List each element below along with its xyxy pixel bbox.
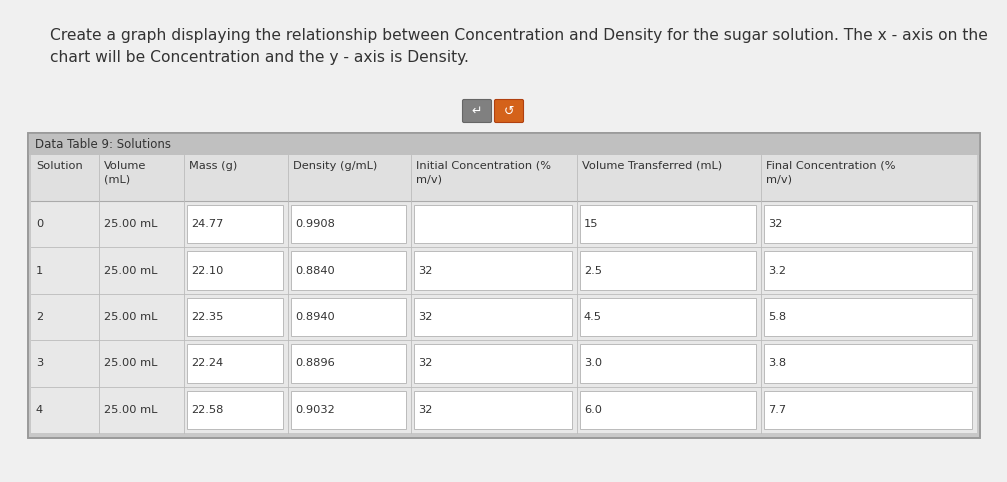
Bar bbox=[31, 294, 977, 340]
Bar bbox=[31, 201, 977, 247]
Text: 0.9908: 0.9908 bbox=[295, 219, 335, 229]
Text: Create a graph displaying the relationship between Concentration and Density for: Create a graph displaying the relationsh… bbox=[50, 28, 988, 43]
Text: 1: 1 bbox=[36, 266, 43, 276]
Text: ↺: ↺ bbox=[504, 105, 515, 118]
Text: 3.2: 3.2 bbox=[768, 266, 786, 276]
Bar bbox=[414, 298, 572, 336]
Text: 3.8: 3.8 bbox=[768, 359, 786, 368]
Text: Mass (g): Mass (g) bbox=[189, 161, 238, 171]
FancyBboxPatch shape bbox=[462, 99, 491, 122]
Text: Volume
(mL): Volume (mL) bbox=[104, 161, 146, 184]
Bar bbox=[31, 155, 977, 201]
Text: 25.00 mL: 25.00 mL bbox=[104, 219, 157, 229]
Text: 25.00 mL: 25.00 mL bbox=[104, 405, 157, 415]
Bar bbox=[31, 155, 977, 433]
Bar bbox=[28, 133, 980, 155]
Bar bbox=[764, 344, 972, 383]
Text: Data Table 9: Solutions: Data Table 9: Solutions bbox=[35, 137, 171, 150]
Bar bbox=[764, 252, 972, 290]
Text: 7.7: 7.7 bbox=[768, 405, 786, 415]
Text: Volume Transferred (mL): Volume Transferred (mL) bbox=[582, 161, 722, 171]
Bar bbox=[28, 133, 980, 438]
Bar bbox=[580, 390, 756, 429]
Bar bbox=[580, 344, 756, 383]
Text: 32: 32 bbox=[418, 405, 433, 415]
Text: 0: 0 bbox=[36, 219, 43, 229]
Bar bbox=[580, 205, 756, 243]
Text: 3.0: 3.0 bbox=[584, 359, 602, 368]
Text: 32: 32 bbox=[418, 266, 433, 276]
Bar bbox=[31, 247, 977, 294]
Bar bbox=[580, 252, 756, 290]
Bar bbox=[414, 344, 572, 383]
Text: 0.8840: 0.8840 bbox=[295, 266, 335, 276]
Text: Density (g/mL): Density (g/mL) bbox=[293, 161, 378, 171]
Text: Solution: Solution bbox=[36, 161, 83, 171]
Bar bbox=[187, 205, 283, 243]
Text: 24.77: 24.77 bbox=[191, 219, 224, 229]
Text: ↵: ↵ bbox=[471, 105, 482, 118]
Text: 2.5: 2.5 bbox=[584, 266, 602, 276]
Bar bbox=[291, 252, 406, 290]
Bar bbox=[31, 387, 977, 433]
Bar bbox=[764, 298, 972, 336]
Text: Initial Concentration (%
m/v): Initial Concentration (% m/v) bbox=[416, 161, 551, 184]
Text: chart will be Concentration and the y - axis is Density.: chart will be Concentration and the y - … bbox=[50, 50, 469, 65]
Bar bbox=[414, 252, 572, 290]
Bar bbox=[31, 340, 977, 387]
Bar bbox=[414, 205, 572, 243]
Text: 22.35: 22.35 bbox=[191, 312, 224, 322]
Text: 15: 15 bbox=[584, 219, 598, 229]
Text: 22.10: 22.10 bbox=[191, 266, 224, 276]
Bar bbox=[291, 205, 406, 243]
Text: 0.9032: 0.9032 bbox=[295, 405, 335, 415]
Bar bbox=[187, 252, 283, 290]
Text: 25.00 mL: 25.00 mL bbox=[104, 312, 157, 322]
Bar bbox=[414, 390, 572, 429]
Text: 6.0: 6.0 bbox=[584, 405, 602, 415]
Text: 22.58: 22.58 bbox=[191, 405, 224, 415]
Text: 2: 2 bbox=[36, 312, 43, 322]
Text: 4.5: 4.5 bbox=[584, 312, 602, 322]
Text: 32: 32 bbox=[418, 359, 433, 368]
Text: 3: 3 bbox=[36, 359, 43, 368]
Text: 4: 4 bbox=[36, 405, 43, 415]
FancyBboxPatch shape bbox=[494, 99, 524, 122]
Text: 25.00 mL: 25.00 mL bbox=[104, 266, 157, 276]
Bar bbox=[28, 133, 980, 438]
Bar bbox=[291, 298, 406, 336]
Text: 5.8: 5.8 bbox=[768, 312, 786, 322]
Bar bbox=[580, 298, 756, 336]
Bar bbox=[187, 298, 283, 336]
Bar bbox=[291, 390, 406, 429]
Text: 22.24: 22.24 bbox=[191, 359, 224, 368]
Bar bbox=[764, 390, 972, 429]
Text: 25.00 mL: 25.00 mL bbox=[104, 359, 157, 368]
Text: Final Concentration (%
m/v): Final Concentration (% m/v) bbox=[766, 161, 896, 184]
Bar bbox=[291, 344, 406, 383]
Bar bbox=[187, 344, 283, 383]
Text: 32: 32 bbox=[418, 312, 433, 322]
Text: 32: 32 bbox=[768, 219, 782, 229]
Text: 0.8896: 0.8896 bbox=[295, 359, 335, 368]
Bar bbox=[187, 390, 283, 429]
Bar bbox=[764, 205, 972, 243]
Text: 0.8940: 0.8940 bbox=[295, 312, 335, 322]
